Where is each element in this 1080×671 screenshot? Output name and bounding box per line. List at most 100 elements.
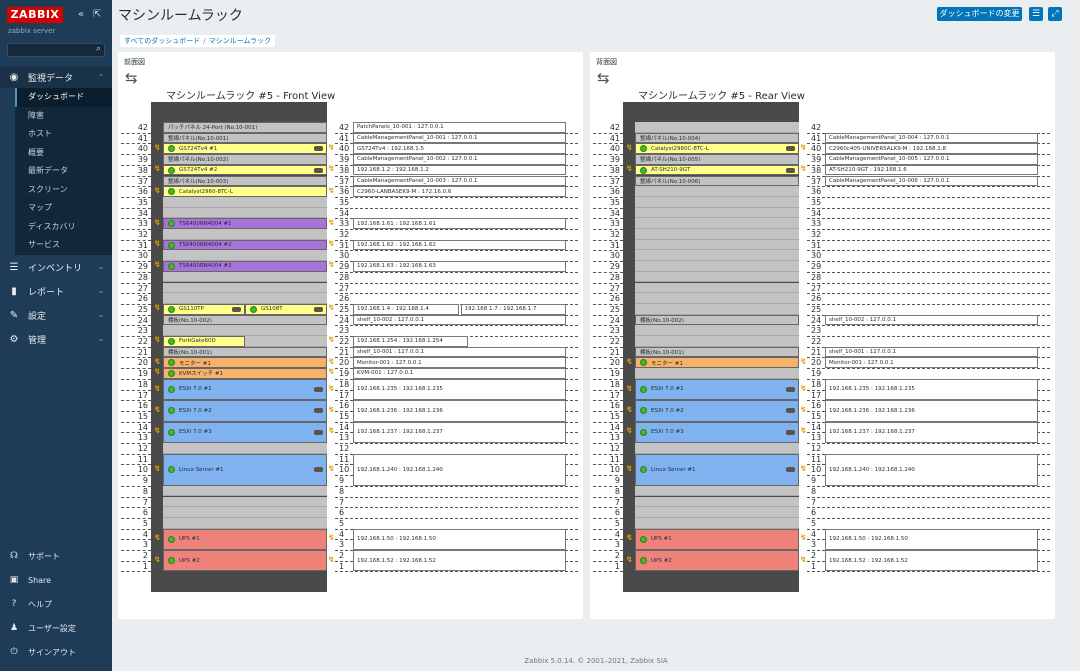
sidebar-item-hosts[interactable]: ホスト	[28, 129, 52, 138]
rack-device[interactable]: 整線パネル(No.10-002)	[163, 154, 327, 165]
rack-device[interactable]: UPS #2	[163, 550, 327, 572]
rack-device[interactable]: 整線パネル(No.10-006)	[635, 175, 799, 187]
device-info-box[interactable]: 192.168.1.4 : 192.168.1.4	[353, 303, 459, 315]
rack-device[interactable]: Catalyst2960-8TC-L	[163, 186, 327, 197]
rack-device[interactable]: Linux Server #1	[635, 453, 799, 486]
rack-device[interactable]: モニター #1	[635, 357, 799, 369]
menu-reports[interactable]: ▮ レポート ⌄	[0, 280, 112, 302]
rack-device[interactable]: 棚板(No.10-002)	[163, 314, 327, 326]
device-info-box[interactable]: 192.168.1.50 : 192.168.1.50	[825, 528, 1038, 550]
edit-dashboard-button[interactable]: ダッシュボードの変更	[937, 7, 1022, 21]
device-info-box[interactable]: shelf_10-001 : 127.0.0.1	[353, 346, 566, 358]
rack-device[interactable]: FortiGate60D	[163, 336, 245, 347]
rack-device[interactable]: UPS #2	[635, 550, 799, 572]
rack-device[interactable]: 棚板(No.10-001)	[163, 346, 327, 358]
breadcrumb-current[interactable]: マシンルームラック	[208, 37, 272, 45]
device-info-box[interactable]: 192.168.1.7 : 192.168.1.7	[460, 303, 566, 315]
sidebar-item-services[interactable]: サービス	[28, 240, 60, 249]
zabbix-logo[interactable]: ZABBIX	[7, 7, 63, 23]
device-info-box[interactable]: C2960-LANBASEK9-M : 172.16.0.6	[353, 186, 566, 197]
device-info-box[interactable]: 192.168.1.2 : 192.168.1.2	[353, 164, 566, 176]
device-info-box[interactable]: CableManagementPanel_10-001 : 127.0.0.1	[353, 132, 566, 144]
device-info-box[interactable]: PatchPanels_10-001 : 127.0.0.1	[353, 122, 566, 133]
menu-inventory[interactable]: ☰ インベントリ ⌄	[0, 256, 112, 278]
rack-device[interactable]: Linux Server #1	[163, 453, 327, 486]
breadcrumb-all-dashboards[interactable]: すべてのダッシュボード	[124, 37, 201, 45]
rack-device[interactable]: GS724Tv4 #1	[163, 143, 327, 155]
rack-device[interactable]: 棚板(No.10-002)	[635, 314, 799, 326]
kiosk-icon[interactable]: ⇱	[93, 9, 102, 20]
sidebar-item-latest-data[interactable]: 最新データ	[28, 166, 68, 175]
menu-configuration[interactable]: ✎ 設定 ⌄	[0, 304, 112, 326]
device-info-box[interactable]: AT-SH210-9GT : 192.168.1.6	[825, 164, 1038, 176]
device-info-box[interactable]: 192.168.1.62 : 192.168.1.62	[353, 239, 566, 251]
rack-device[interactable]: GS724Tv4 #2	[163, 164, 327, 176]
device-info-box[interactable]: 192.168.1.235 : 192.168.1.235	[825, 378, 1038, 401]
fullscreen-icon[interactable]: ⤢	[1048, 7, 1062, 21]
swap-view-icon[interactable]: ⇆	[597, 69, 610, 87]
swap-view-icon[interactable]: ⇆	[125, 69, 138, 87]
device-info-box[interactable]: 192.168.1.236 : 192.168.1.236	[353, 400, 566, 422]
device-info-box[interactable]: 192.168.1.254 : 192.168.1.254	[353, 336, 468, 347]
rack-device[interactable]: 棚板(No.10-001)	[635, 346, 799, 358]
rack-device[interactable]: UPS #1	[635, 528, 799, 550]
device-info-box[interactable]: Monitor-001 : 127.0.0.1	[353, 357, 566, 369]
search-input[interactable]: ⌕	[7, 43, 105, 57]
menu-administration[interactable]: ⚙ 管理 ⌄	[0, 328, 112, 350]
rack-device[interactable]: 整線パネル(No.10-005)	[635, 154, 799, 165]
share-link[interactable]: ▣ Share	[0, 571, 112, 589]
device-info-box[interactable]: 192.168.1.240 : 192.168.1.240	[825, 453, 1038, 486]
rack-device[interactable]: 整線パネル(No.10-001)	[163, 132, 327, 144]
rack-device[interactable]: ESXi 7.0 #1	[635, 378, 799, 401]
device-info-box[interactable]: CableManagementPanel_10-003 : 127.0.0.1	[353, 175, 566, 187]
search-icon[interactable]: ⌕	[95, 44, 101, 54]
device-info-box[interactable]: KVM-001 : 127.0.0.1	[353, 368, 566, 379]
rack-device[interactable]: モニター #1	[163, 357, 327, 369]
device-info-box[interactable]: shelf_10-001 : 127.0.0.1	[825, 346, 1038, 358]
sidebar-item-maps[interactable]: マップ	[28, 203, 52, 212]
device-info-box[interactable]: 192.168.1.63 : 192.168.1.63	[353, 261, 566, 272]
device-info-box[interactable]: 192.168.1.235 : 192.168.1.235	[353, 378, 566, 401]
device-info-box[interactable]: CableManagementPanel_10-002 : 127.0.0.1	[353, 154, 566, 165]
device-info-box[interactable]: CableManagementPanel_10-005 : 127.0.0.1	[825, 154, 1038, 165]
sidebar-item-screens[interactable]: スクリーン	[28, 184, 68, 194]
device-info-box[interactable]: 192.168.1.237 : 192.168.1.237	[353, 421, 566, 443]
device-info-box[interactable]: 192.168.1.240 : 192.168.1.240	[353, 453, 566, 486]
support-link[interactable]: ☊ サポート	[0, 547, 112, 565]
menu-icon[interactable]: ☰	[1029, 7, 1043, 21]
rack-device[interactable]: GS110TP	[163, 303, 245, 315]
device-info-box[interactable]: Monitor-001 : 127.0.0.1	[825, 357, 1038, 369]
device-info-box[interactable]: CableManagementPanel_10-004 : 127.0.0.1	[825, 132, 1038, 144]
rack-device[interactable]: パッチパネル 24-Port (No.10-001)	[163, 122, 327, 133]
device-info-box[interactable]: 192.168.1.237 : 192.168.1.237	[825, 421, 1038, 443]
help-link[interactable]: ? ヘルプ	[0, 595, 112, 613]
device-info-box[interactable]: 192.168.1.61 : 192.168.1.61	[353, 218, 566, 229]
rack-device[interactable]: 整線パネル(No.10-004)	[635, 132, 799, 144]
device-info-box[interactable]: 192.168.1.236 : 192.168.1.236	[825, 400, 1038, 422]
menu-monitoring[interactable]: ◉ 監視データ ⌃	[0, 66, 112, 88]
rack-device[interactable]: KVMスイッチ #1	[163, 368, 327, 379]
device-info-box[interactable]: 192.168.1.52 : 192.168.1.52	[353, 550, 566, 572]
device-info-box[interactable]: GS724Tv4 : 192.168.1.5	[353, 143, 566, 155]
device-info-box[interactable]: shelf_10-002 : 127.0.0.1	[353, 314, 566, 326]
rack-device[interactable]: ESXi 7.0 #1	[163, 378, 327, 401]
user-settings-link[interactable]: ♟ ユーザー設定	[0, 619, 112, 637]
device-info-box[interactable]: C2960c405-UNIVERSALK9-M : 192.168.1.8	[825, 143, 1038, 155]
rack-device[interactable]: 整線パネル(No.10-003)	[163, 175, 327, 187]
sidebar-item-problems[interactable]: 障害	[28, 110, 44, 120]
device-info-box[interactable]: 192.168.1.50 : 192.168.1.50	[353, 528, 566, 550]
rack-device[interactable]: ESXi 7.0 #2	[163, 400, 327, 422]
sign-out-link[interactable]: ⏻ サインアウト	[0, 643, 112, 661]
sidebar-item-discovery[interactable]: ディスカバリ	[28, 221, 76, 231]
collapse-sidebar-icon[interactable]: «	[78, 9, 85, 20]
rack-device[interactable]: TS6400RN4004 #2	[163, 239, 327, 251]
rack-device[interactable]: TS6400RN4004 #3	[163, 261, 327, 272]
rack-device[interactable]: ESXi 7.0 #3	[163, 421, 327, 443]
rack-device[interactable]: ESXi 7.0 #3	[635, 421, 799, 443]
rack-device[interactable]: ESXi 7.0 #2	[635, 400, 799, 422]
rack-device[interactable]: UPS #1	[163, 528, 327, 550]
rack-device[interactable]: Catalyst2960C-8TC-L	[635, 143, 799, 155]
device-info-box[interactable]: shelf_10-002 : 127.0.0.1	[825, 314, 1038, 326]
rack-device[interactable]: GS108T	[245, 303, 327, 315]
device-info-box[interactable]: CableManagementPanel_10-006 : 127.0.0.1	[825, 175, 1038, 187]
